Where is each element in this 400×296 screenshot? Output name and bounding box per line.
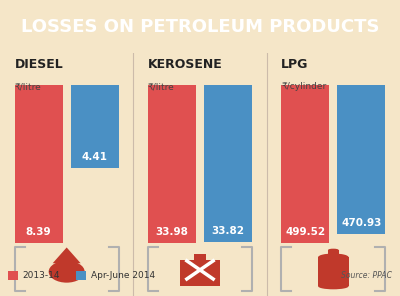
Bar: [15, 85, 63, 243]
Text: DIESEL: DIESEL: [15, 59, 64, 71]
Text: 499.52: 499.52: [285, 226, 325, 237]
Bar: [148, 85, 196, 243]
Text: 4.41: 4.41: [82, 152, 108, 162]
Text: ₹/litre: ₹/litre: [15, 82, 42, 91]
Text: 8.39: 8.39: [26, 226, 52, 237]
Bar: [76, 271, 86, 280]
Text: Apr-June 2014: Apr-June 2014: [91, 271, 155, 280]
Ellipse shape: [328, 249, 338, 251]
Text: 33.98: 33.98: [156, 226, 188, 237]
Ellipse shape: [49, 261, 85, 283]
Text: LOSSES ON PETROLEUM PRODUCTS: LOSSES ON PETROLEUM PRODUCTS: [21, 18, 379, 36]
Bar: [318, 257, 348, 286]
Text: ₹/cylinder: ₹/cylinder: [281, 82, 326, 91]
Text: 470.93: 470.93: [341, 218, 382, 228]
Bar: [71, 85, 119, 168]
Text: LPG: LPG: [281, 59, 309, 71]
Bar: [328, 250, 338, 257]
Text: 33.82: 33.82: [212, 226, 244, 236]
Bar: [180, 260, 220, 286]
Ellipse shape: [318, 283, 348, 289]
Bar: [281, 85, 329, 243]
Bar: [8, 271, 18, 280]
Bar: [337, 85, 385, 234]
Text: ₹/litre: ₹/litre: [148, 82, 175, 91]
Text: Source: PPAC: Source: PPAC: [341, 271, 392, 280]
Bar: [194, 253, 206, 260]
Text: KEROSENE: KEROSENE: [148, 59, 223, 71]
Ellipse shape: [318, 253, 348, 261]
Text: 2013-14: 2013-14: [23, 271, 60, 280]
Bar: [204, 85, 252, 242]
Polygon shape: [53, 247, 81, 263]
